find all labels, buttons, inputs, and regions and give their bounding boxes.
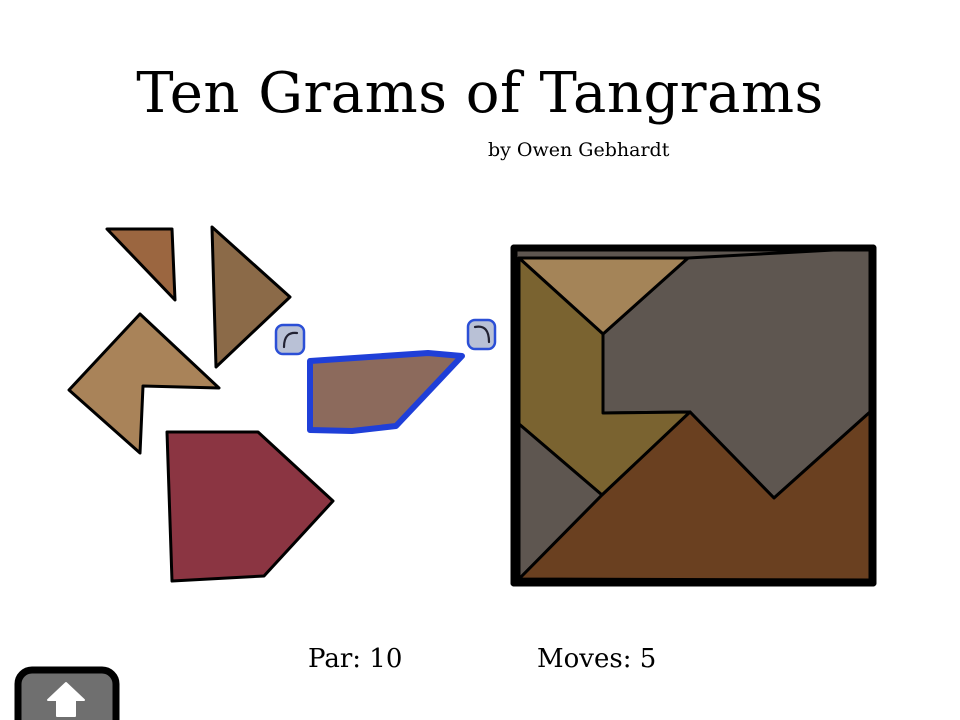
- par-label: Par: 10: [308, 644, 403, 674]
- rotate-left-button[interactable]: [274, 323, 306, 356]
- target-frame-outline: [510, 244, 877, 587]
- piece-tall-triangle[interactable]: [210, 225, 292, 369]
- piece-parallelogram-selected[interactable]: [307, 350, 465, 434]
- up-arrow-icon: [47, 682, 85, 717]
- author-byline: by Owen Gebhardt: [488, 139, 670, 161]
- loose-pieces: [67, 225, 465, 583]
- rotate-right-button[interactable]: [466, 318, 497, 351]
- home-button[interactable]: [14, 666, 120, 720]
- piece-pentagon[interactable]: [165, 430, 335, 583]
- game-title: Ten Grams of Tangrams: [136, 61, 824, 126]
- rotate-clockwise-icon: [473, 325, 491, 344]
- piece-chevron[interactable]: [67, 312, 221, 455]
- piece-small-triangle[interactable]: [105, 227, 177, 302]
- moves-counter: Moves: 5: [537, 644, 657, 674]
- rotate-counterclockwise-icon: [282, 331, 299, 349]
- target-puzzle: [510, 244, 877, 587]
